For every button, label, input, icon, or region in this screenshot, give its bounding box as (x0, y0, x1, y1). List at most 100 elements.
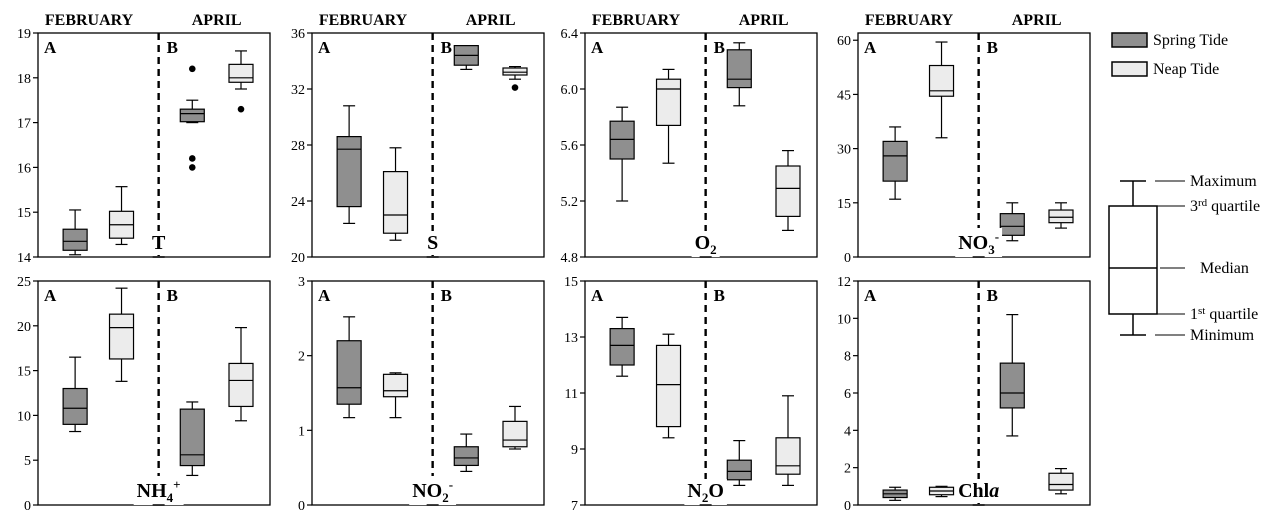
legend: Spring Tide Neap Tide Maximum 3rd quarti… (1108, 32, 1260, 344)
variable-label-backing (133, 476, 184, 505)
y-tick-label: 11 (565, 387, 578, 402)
season-title-april: APRIL (739, 12, 789, 29)
y-tick-label: 9 (571, 443, 578, 458)
panel-letter-b: B (167, 38, 178, 57)
box-spring-april (453, 433, 479, 472)
box-neap-february (928, 41, 955, 139)
key-label-median: Median (1200, 260, 1249, 277)
variable-label-backing (955, 228, 1003, 257)
box-spring-april (726, 42, 752, 107)
variable-label-backing (409, 476, 457, 505)
iqr-box (999, 213, 1025, 236)
box-neap-february (382, 147, 409, 241)
y-tick-label: 25 (17, 275, 31, 290)
season-title-february: FEBRUARY (319, 12, 408, 29)
box-spring-february (609, 316, 635, 377)
panel-2: 20 24 28 32 36 A B FEBRUARY APRIL S (291, 12, 545, 266)
panel-letter-a: A (591, 286, 604, 305)
iqr-box (228, 63, 254, 83)
box-spring-april (726, 440, 752, 486)
y-tick-label: 0 (298, 499, 305, 513)
box-spring-february (882, 486, 908, 501)
box-spring-february (62, 209, 88, 256)
legend-swatch-neap (1111, 61, 1148, 77)
variable-label-backing (691, 231, 720, 257)
plot-frame (857, 280, 1091, 506)
box-spring-april (179, 401, 205, 477)
box-neap-april (775, 150, 801, 231)
y-tick-label: 6.4 (561, 27, 579, 42)
y-tick-label: 45 (837, 88, 851, 103)
panel-5: 0 5 10 15 20 25 A B NH4+ (17, 275, 271, 513)
iqr-box (1048, 209, 1074, 224)
y-tick-label: 2 (844, 462, 851, 477)
y-tick-label: 1 (298, 424, 305, 439)
season-title-april: APRIL (1012, 12, 1062, 29)
y-tick-label: 12 (837, 275, 851, 290)
y-tick-label: 60 (837, 34, 851, 49)
iqr-box (382, 171, 409, 234)
y-tick-label: 36 (291, 27, 305, 42)
y-tick-label: 13 (564, 331, 578, 346)
y-tick-label: 20 (291, 251, 305, 266)
box-neap-february (382, 372, 409, 419)
box-spring-february (62, 356, 88, 433)
panel-letter-b: B (167, 286, 178, 305)
variable-label: NH4+ (137, 477, 181, 505)
iqr-box (726, 459, 752, 481)
panel-6: 0 1 2 3A B NO2- (298, 275, 545, 513)
iqr-box (999, 362, 1025, 409)
box-neap-april (228, 50, 254, 113)
panel-letter-b: B (714, 38, 725, 57)
box-neap-april (502, 65, 528, 91)
y-tick-label: 15 (17, 365, 31, 380)
y-tick-label: 24 (291, 195, 305, 210)
y-tick-label: 17 (17, 117, 31, 132)
box-neap-february (655, 68, 682, 164)
y-tick-label: 16 (17, 161, 31, 176)
outlier-point (188, 65, 196, 73)
y-tick-label: 0 (24, 499, 31, 513)
key-label-maximum: Maximum (1190, 173, 1257, 190)
y-tick-label: 0 (844, 499, 851, 513)
legend-swatch-spring (1111, 32, 1148, 48)
box-neap-april (775, 395, 801, 486)
panel-letter-a: A (591, 38, 604, 57)
panel-7: 7 9 11 13 15 A B N2O (564, 275, 818, 513)
y-tick-label: 28 (291, 139, 305, 154)
y-tick-label: 10 (837, 312, 851, 327)
iqr-box (775, 437, 801, 475)
y-tick-label: 10 (17, 409, 31, 424)
y-tick-label: 30 (837, 143, 851, 158)
y-tick-label: 8 (844, 350, 851, 365)
key-label-q1: 1st quartile (1190, 305, 1258, 323)
variable-label-backing (684, 479, 727, 505)
y-tick-label: 32 (291, 83, 305, 98)
legend-box-key: Maximum 3rd quartile Median 1st quartile… (1108, 173, 1260, 344)
iqr-box (62, 387, 88, 425)
y-tick-label: 0 (844, 251, 851, 266)
panel-letter-a: A (864, 286, 877, 305)
iqr-box (1048, 472, 1074, 491)
y-tick-label: 18 (17, 72, 31, 87)
season-title-february: FEBRUARY (45, 12, 134, 29)
iqr-box (108, 313, 135, 360)
box-neap-april (1048, 202, 1074, 229)
outlier-point (237, 105, 245, 113)
box-neap-april (228, 326, 254, 422)
panel-letter-b: B (441, 286, 452, 305)
iqr-box (382, 373, 409, 398)
iqr-box (655, 344, 682, 428)
variable-label: O2 (695, 232, 717, 257)
panel-1: 14 15 16 17 18 19 A B FEBRUARY APRIL T (17, 12, 271, 266)
y-tick-label: 15 (837, 197, 851, 212)
key-box (1108, 205, 1158, 315)
key-label-minimum: Minimum (1190, 327, 1255, 344)
y-tick-label: 4 (844, 424, 851, 439)
y-tick-label: 5.6 (561, 139, 579, 154)
iqr-box (502, 67, 528, 76)
outlier-point (188, 164, 196, 171)
season-title-february: FEBRUARY (865, 12, 954, 29)
variable-label: Chla (958, 480, 999, 502)
